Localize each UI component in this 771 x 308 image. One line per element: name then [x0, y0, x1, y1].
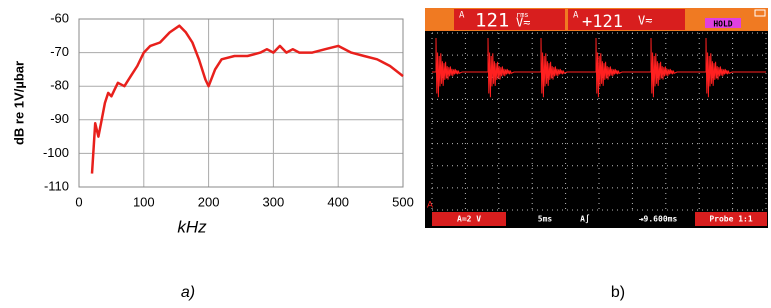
- footer-text: A≕2 V: [457, 215, 481, 224]
- data-line: [92, 26, 403, 174]
- channel: A: [459, 11, 465, 21]
- y-axis-label: dB re 1V/µbar: [11, 61, 26, 145]
- reading-value: +121: [582, 12, 623, 32]
- y-tick-label: -80: [50, 78, 69, 93]
- hold-label: HOLD: [713, 20, 732, 29]
- x-tick-label: 400: [327, 194, 349, 209]
- reading-value: 121: [475, 10, 509, 32]
- y-tick-label: -60: [50, 10, 69, 25]
- x-tick-label: 100: [133, 194, 155, 209]
- reading-box: [454, 9, 565, 30]
- x-tick-label: 0: [75, 194, 82, 209]
- y-tick-label: -90: [50, 111, 69, 126]
- plot-frame: [79, 19, 403, 187]
- caption: a): [181, 284, 195, 301]
- footer-text: 5ms: [538, 215, 553, 224]
- footer-text: ⇥9.600ms: [639, 215, 678, 224]
- reading-unit: V≂: [516, 16, 530, 30]
- x-tick-label: 500: [392, 194, 414, 209]
- y-tick-label: -110: [44, 178, 69, 193]
- channel: A: [573, 11, 579, 21]
- footer-text: A∫: [580, 215, 590, 224]
- x-tick-label: 200: [198, 194, 220, 209]
- oscilloscope-screen: A 121 rms V≂ A +121 V≂ HOLD A A≕2 V 5ms …: [425, 8, 768, 228]
- reading-unit: V≂: [638, 14, 652, 28]
- channel-marker: A: [427, 199, 433, 209]
- x-tick-label: 300: [263, 194, 285, 209]
- figure: dB re 1V/µbar kHz a) b) A 121 rms V≂ A +…: [0, 0, 771, 308]
- y-tick-label: -100: [43, 145, 69, 160]
- y-tick-label: -70: [50, 44, 69, 59]
- footer-text: Probe 1:1: [709, 215, 753, 224]
- caption: b): [611, 284, 625, 301]
- x-axis-label: kHz: [177, 217, 207, 236]
